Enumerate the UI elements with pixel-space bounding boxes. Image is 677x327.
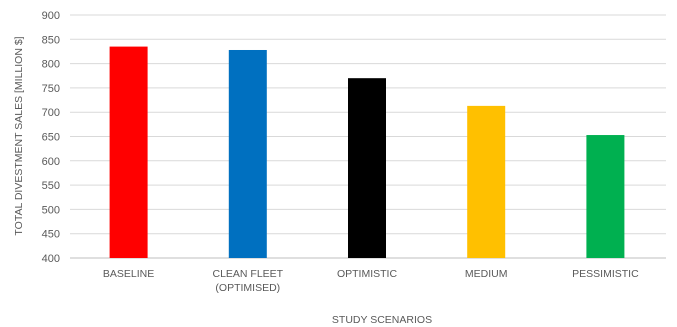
y-tick-label: 400 [42,253,60,265]
y-tick-label: 850 [42,34,60,46]
y-tick-label: 450 [42,229,60,241]
y-tick-label: 700 [42,107,60,119]
y-tick-label: 600 [42,156,60,168]
y-tick-label: 500 [42,204,60,216]
bars [109,46,625,259]
y-axis-title: TOTAL DIVESTMENT SALES [MILLION $] [13,36,25,235]
bar-medium [467,105,506,258]
x-category-label: BASELINE [103,268,154,280]
bar-baseline [109,46,148,259]
x-category-labels: BASELINE CLEAN FLEET (OPTIMISED) OPTIMISTIC… [103,268,639,294]
x-category-label: MEDIUM [465,268,508,280]
x-category-label: PESSIMISTIC [572,268,639,280]
x-axis-title: STUDY SCENARIOS [332,314,432,326]
bar-optimistic [348,78,386,259]
y-tick-label: 900 [42,10,60,22]
bar-clean-fleet [228,49,267,258]
y-tick-label: 800 [42,59,60,71]
y-tick-label: 550 [42,180,60,192]
x-category-label: CLEAN FLEET (OPTIMISED) [212,268,283,294]
x-category-label: OPTIMISTIC [337,268,398,280]
bar-pessimistic [586,135,625,258]
y-tick-labels: 400 450 500 550 600 650 700 750 800 850 900 [42,10,60,265]
y-tick-label: 650 [42,132,60,144]
y-tick-label: 750 [42,83,60,95]
